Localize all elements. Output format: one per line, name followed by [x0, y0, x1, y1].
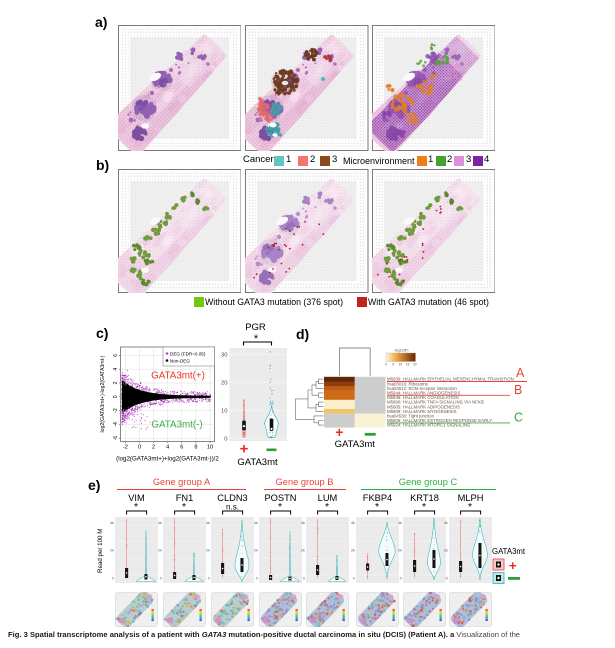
svg-text:0: 0	[256, 577, 258, 581]
svg-text:0: 0	[446, 577, 448, 581]
svg-text:M5924: HALLMARK MTORC1 SIGNALI: M5924: HALLMARK MTORC1 SIGNALING	[387, 423, 471, 428]
svg-text:30: 30	[221, 352, 227, 358]
svg-text:10: 10	[399, 363, 403, 367]
svg-text:MLPH: MLPH	[458, 493, 484, 503]
svg-text:M5890: HALLMARK TNFA SIGNALING: M5890: HALLMARK TNFA SIGNALING VIA NFKB	[387, 400, 484, 405]
svg-text:0: 0	[224, 436, 227, 442]
svg-text:4: 4	[166, 445, 169, 451]
svg-text:GATA3mt(+): GATA3mt(+)	[151, 371, 205, 382]
svg-text:LUM: LUM	[317, 493, 337, 503]
svg-text:2k: 2k	[301, 548, 305, 552]
svg-text:A: A	[516, 366, 525, 380]
svg-text:-2: -2	[113, 408, 119, 413]
svg-text:*: *	[422, 501, 426, 513]
svg-text:2: 2	[152, 445, 155, 451]
svg-text:4k: 4k	[254, 521, 258, 525]
svg-text:n.s.: n.s.	[226, 503, 239, 512]
svg-text:-6: -6	[113, 436, 119, 441]
svg-text:4k: 4k	[301, 521, 305, 525]
svg-text:KRT18: KRT18	[410, 493, 439, 503]
svg-text:20: 20	[221, 380, 227, 386]
svg-text:4: 4	[113, 368, 119, 371]
svg-text:4k: 4k	[398, 521, 402, 525]
svg-text:6: 6	[113, 354, 119, 357]
svg-text:hsa04530: Tight junction: hsa04530: Tight junction	[387, 414, 435, 419]
svg-text:2k: 2k	[444, 548, 448, 552]
svg-text:0: 0	[208, 577, 210, 581]
svg-text:*: *	[375, 501, 379, 513]
svg-text:C: C	[514, 410, 523, 424]
svg-text:2k: 2k	[351, 548, 355, 552]
svg-text:4k: 4k	[351, 521, 355, 525]
svg-text:0: 0	[303, 577, 305, 581]
svg-text:8: 8	[194, 445, 197, 451]
svg-text:*: *	[278, 501, 282, 513]
svg-text:4k: 4k	[110, 521, 114, 525]
svg-text:PGR: PGR	[245, 322, 266, 333]
svg-text:2k: 2k	[110, 548, 114, 552]
svg-text:GATA3mt: GATA3mt	[335, 439, 376, 450]
svg-text:GATA3mt(-): GATA3mt(-)	[151, 420, 202, 431]
svg-text:M5930: HALLMARK EPITHELIAL MES: M5930: HALLMARK EPITHELIAL MESENCHYMAL T…	[387, 377, 514, 382]
svg-text:0: 0	[160, 577, 162, 581]
svg-text:*: *	[468, 501, 472, 513]
svg-text:B: B	[514, 383, 522, 397]
svg-text:(log2(GATA3mt+)+log2(GATA3mt-): (log2(GATA3mt+)+log2(GATA3mt-))/2	[116, 456, 219, 463]
svg-text:4k: 4k	[444, 521, 448, 525]
svg-text:2k: 2k	[254, 548, 258, 552]
svg-text:hsa03010: Ribosome: hsa03010: Ribosome	[387, 381, 429, 386]
svg-text:4k: 4k	[206, 521, 210, 525]
svg-text:Non-DEG: Non-DEG	[170, 358, 190, 363]
svg-text:0: 0	[385, 363, 387, 367]
svg-text:2: 2	[113, 381, 119, 384]
svg-text:*: *	[325, 501, 329, 513]
svg-text:hsa04512: ECM-receptor interac: hsa04512: ECM-receptor interaction	[387, 386, 457, 391]
svg-text:15: 15	[406, 363, 410, 367]
svg-text:DEG (FDR=0.05): DEG (FDR=0.05)	[170, 351, 206, 356]
svg-text:+: +	[240, 441, 249, 458]
svg-text:M5905: HALLMARK ADIPOGENESIS: M5905: HALLMARK ADIPOGENESIS	[387, 404, 460, 409]
svg-text:0: 0	[138, 445, 141, 451]
svg-text:FN1: FN1	[176, 493, 194, 503]
svg-text:log2(GATA3mt+)-log2(GATA3mt-): log2(GATA3mt+)-log2(GATA3mt-)	[100, 355, 106, 432]
svg-text:-log10(P): -log10(P)	[394, 349, 409, 353]
svg-text:0: 0	[400, 577, 402, 581]
svg-text:2k: 2k	[398, 548, 402, 552]
svg-text:CLDN3: CLDN3	[217, 493, 247, 503]
svg-text:*: *	[134, 501, 138, 513]
svg-text:5: 5	[392, 363, 394, 367]
svg-text:2k: 2k	[206, 548, 210, 552]
svg-text:*: *	[254, 333, 259, 345]
svg-text:FKBP4: FKBP4	[363, 493, 392, 503]
svg-text:-4: -4	[113, 422, 119, 427]
svg-text:POSTN: POSTN	[264, 493, 296, 503]
svg-text:20: 20	[413, 363, 417, 367]
svg-text:0: 0	[113, 395, 119, 398]
svg-text:+: +	[509, 558, 517, 573]
svg-text:4k: 4k	[158, 521, 162, 525]
svg-text:GATA3mt: GATA3mt	[237, 457, 278, 468]
svg-text:M5946: HALLMARK COAGULATION: M5946: HALLMARK COAGULATION	[387, 395, 459, 400]
svg-text:0: 0	[112, 577, 114, 581]
svg-text:10: 10	[221, 408, 227, 414]
svg-text:6: 6	[180, 445, 183, 451]
svg-text:10: 10	[207, 445, 213, 451]
svg-text:*: *	[182, 501, 186, 513]
svg-text:-2: -2	[123, 445, 128, 451]
svg-text:2k: 2k	[158, 548, 162, 552]
svg-text:+: +	[335, 424, 343, 440]
svg-text:M5906: HALLMARK ESTROGEN RESPO: M5906: HALLMARK ESTROGEN RESPONSE EARLY	[387, 418, 492, 423]
svg-text:M5909: HALLMARK MYOGENESIS: M5909: HALLMARK MYOGENESIS	[387, 409, 457, 414]
svg-text:VIM: VIM	[128, 493, 145, 503]
svg-text:M5944: HALLMARK ANGIOGENESIS: M5944: HALLMARK ANGIOGENESIS	[387, 391, 460, 396]
svg-text:0: 0	[353, 577, 355, 581]
